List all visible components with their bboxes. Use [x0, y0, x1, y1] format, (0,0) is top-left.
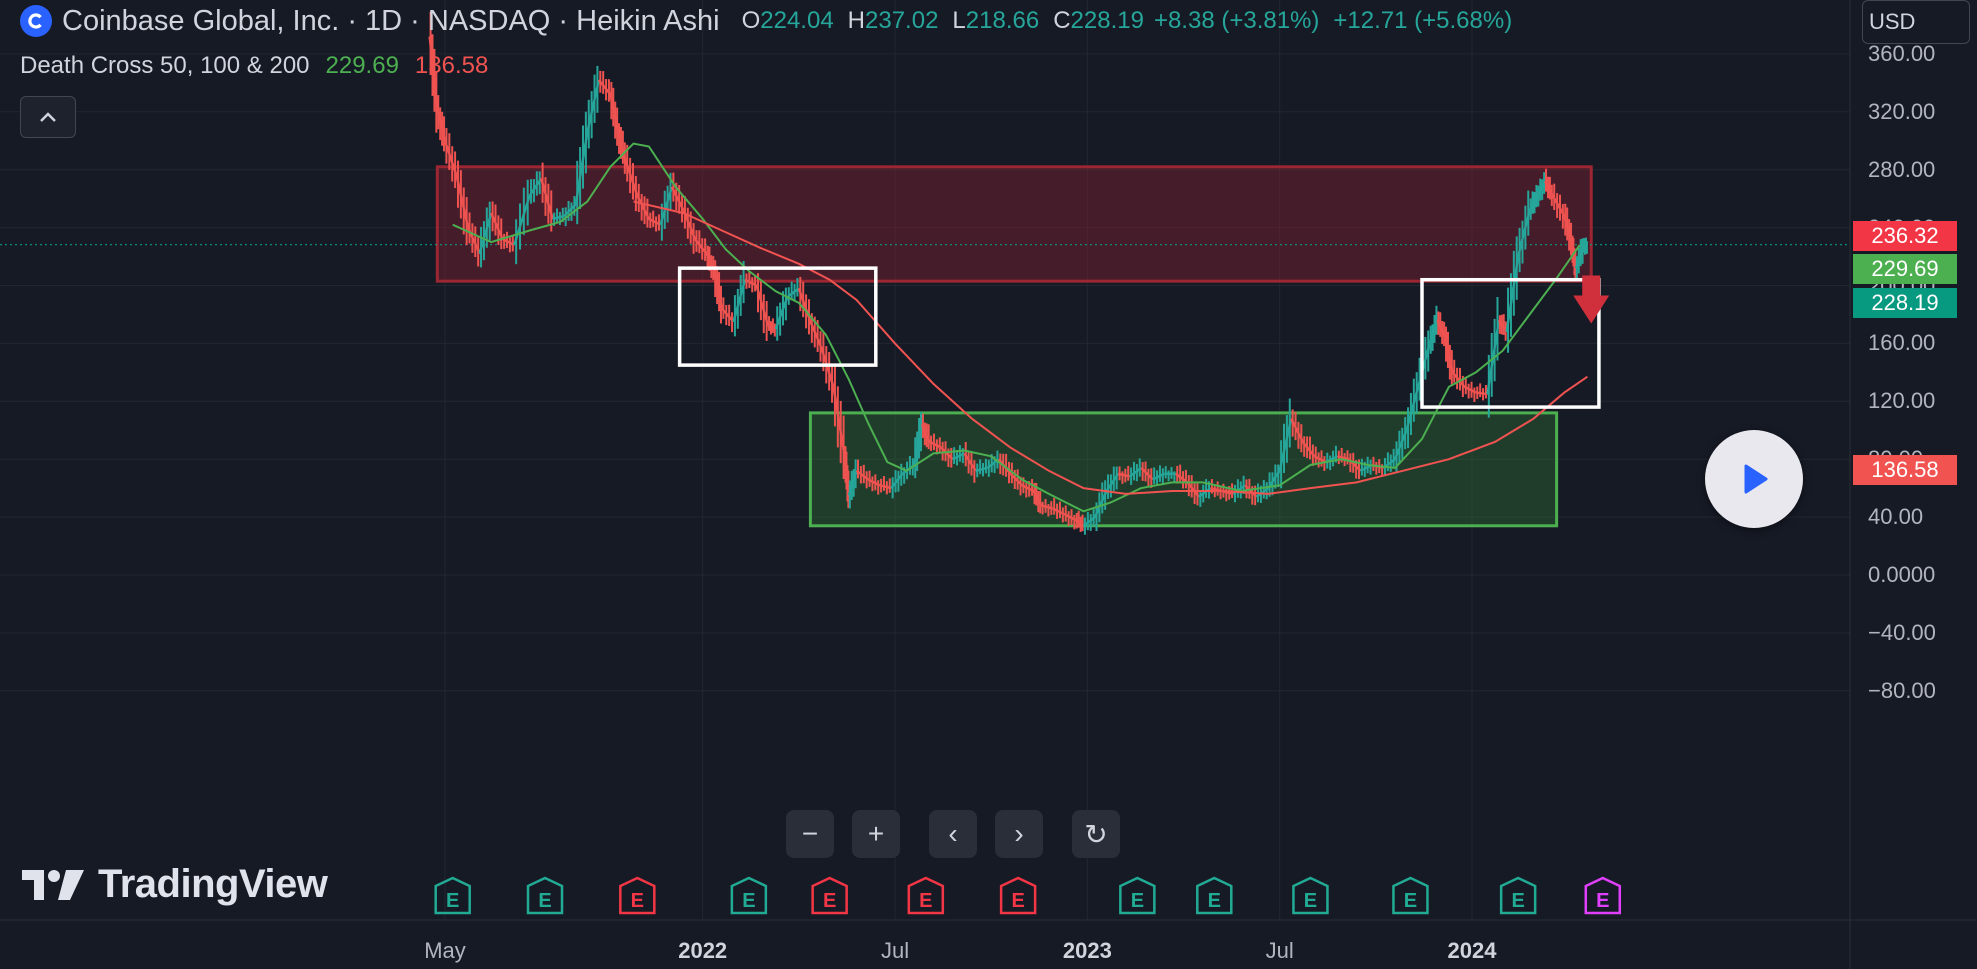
- earnings-badge: [1392, 876, 1429, 915]
- change-value: +8.38 (+3.81%): [1153, 7, 1320, 34]
- highlight-box: [677, 266, 878, 367]
- scroll-controls: ‹ ›: [929, 810, 1043, 858]
- earnings-marker-icon: E: [1196, 876, 1233, 915]
- indicator-slow-value: 136.58: [414, 52, 489, 79]
- earnings-label: E: [1304, 890, 1317, 912]
- price-tag: 229.69: [1853, 254, 1957, 284]
- close-value: 228.19: [1070, 7, 1144, 34]
- chart-header: Coinbase Global, Inc. · 1D · NASDAQ · He…: [0, 0, 1526, 42]
- earnings-label: E: [446, 890, 459, 912]
- time-tick-label: May: [424, 938, 466, 963]
- price-tick-label: −80.00: [1868, 677, 1936, 703]
- earnings-badge: [434, 876, 471, 915]
- earnings-badge: [907, 876, 945, 915]
- price-tag: 236.32: [1853, 221, 1957, 251]
- time-tick-label: 2024: [1447, 938, 1497, 963]
- earnings-label: E: [742, 890, 755, 912]
- time-tick-label: Jul: [1265, 938, 1294, 963]
- high-value: 237.02: [865, 7, 939, 34]
- earnings-label: E: [1596, 890, 1609, 912]
- open-value: 224.04: [760, 7, 834, 34]
- earnings-badge: [999, 876, 1037, 915]
- coinbase-logo-icon: [20, 5, 52, 37]
- earnings-badge: [1499, 876, 1537, 915]
- indicator-legend[interactable]: Death Cross 50, 100 & 200 229.69 136.58: [20, 52, 488, 80]
- earnings-badge: [1196, 876, 1233, 915]
- earnings-label: E: [823, 890, 836, 912]
- support-zone: [808, 411, 1559, 528]
- earnings-marker-icon: E: [619, 876, 656, 915]
- earnings-badge: [811, 876, 848, 915]
- earnings-label: E: [1131, 890, 1144, 912]
- earnings-marker-icon: E: [999, 876, 1037, 915]
- low-label: L: [952, 7, 966, 34]
- earnings-marker-icon: E: [730, 876, 768, 915]
- earnings-badge: [619, 876, 656, 915]
- tradingview-logo-icon: [22, 869, 84, 900]
- price-tag: 228.19: [1853, 288, 1957, 318]
- play-replay-button[interactable]: [1705, 430, 1803, 528]
- earnings-marker-icon: E: [1119, 876, 1156, 915]
- high-label: H: [847, 7, 866, 34]
- scroll-left-button[interactable]: ‹: [929, 810, 977, 858]
- earnings-label: E: [1404, 890, 1417, 912]
- down-arrow-icon: [1573, 275, 1610, 324]
- earnings-label: E: [538, 890, 551, 912]
- earnings-marker-icon: E: [1292, 876, 1329, 915]
- low-value: 218.66: [965, 7, 1040, 34]
- earnings-label: E: [919, 890, 932, 912]
- tradingview-wordmark: TradingView: [98, 862, 328, 906]
- ma_slow-line: [633, 200, 1588, 495]
- earnings-badge: [1119, 876, 1156, 915]
- earnings-label: E: [1208, 890, 1221, 912]
- reset-controls: ↻: [1072, 810, 1120, 858]
- earnings-marker-icon: E: [434, 876, 471, 915]
- price-tick-label: −40.00: [1868, 619, 1936, 645]
- price-tick-label: 160.00: [1868, 330, 1936, 356]
- earnings-badge: [1292, 876, 1329, 915]
- zoom-in-button[interactable]: +: [852, 810, 900, 858]
- earnings-badge: [526, 876, 564, 915]
- collapse-legend-button[interactable]: [20, 96, 76, 138]
- time-tick-label: Jul: [880, 938, 910, 963]
- price-tick-label: 320.00: [1868, 98, 1936, 124]
- time-tick-label: 2023: [1062, 938, 1112, 963]
- earnings-badge: [730, 876, 768, 915]
- change-value-2: +12.71 (+5.68%): [1333, 7, 1513, 34]
- earnings-label: E: [1511, 890, 1524, 912]
- earnings-label: E: [1011, 890, 1024, 912]
- price-tick-label: 120.00: [1868, 388, 1936, 414]
- chevron-up-icon: [40, 112, 56, 122]
- play-icon: [1744, 464, 1768, 494]
- price-tick-label: 40.00: [1868, 504, 1924, 530]
- zoom-controls: − +: [786, 810, 900, 858]
- earnings-marker-icon: E: [526, 876, 564, 915]
- highlight-box: [1420, 277, 1601, 409]
- open-label: O: [741, 7, 761, 34]
- symbol-title[interactable]: Coinbase Global, Inc. · 1D · NASDAQ · He…: [62, 4, 720, 37]
- earnings-marker-icon: E: [907, 876, 945, 915]
- ma_fast-line: [452, 142, 1581, 513]
- earnings-label: E: [631, 890, 644, 912]
- tradingview-brand[interactable]: TradingView: [22, 862, 328, 907]
- earnings-badge: [1584, 876, 1622, 915]
- price-tick-label: 280.00: [1868, 156, 1936, 182]
- earnings-marker-icon: E: [1584, 876, 1622, 915]
- price-tick-label: 360.00: [1868, 40, 1936, 66]
- reset-chart-button[interactable]: ↻: [1072, 810, 1120, 858]
- scroll-right-button[interactable]: ›: [995, 810, 1043, 858]
- indicator-name: Death Cross 50, 100 & 200: [20, 52, 310, 79]
- price-tag: 136.58: [1853, 455, 1957, 485]
- currency-selector[interactable]: USD: [1862, 0, 1970, 44]
- indicator-fast-value: 229.69: [325, 52, 399, 79]
- earnings-marker-icon: E: [811, 876, 848, 915]
- earnings-marker-icon: E: [1392, 876, 1429, 915]
- time-tick-label: 2022: [678, 938, 728, 963]
- resistance-zone: [435, 165, 1593, 283]
- zoom-out-button[interactable]: −: [786, 810, 834, 858]
- earnings-marker-icon: E: [1499, 876, 1537, 915]
- price-tick-label: 0.0000: [1868, 562, 1936, 587]
- close-label: C: [1053, 7, 1071, 34]
